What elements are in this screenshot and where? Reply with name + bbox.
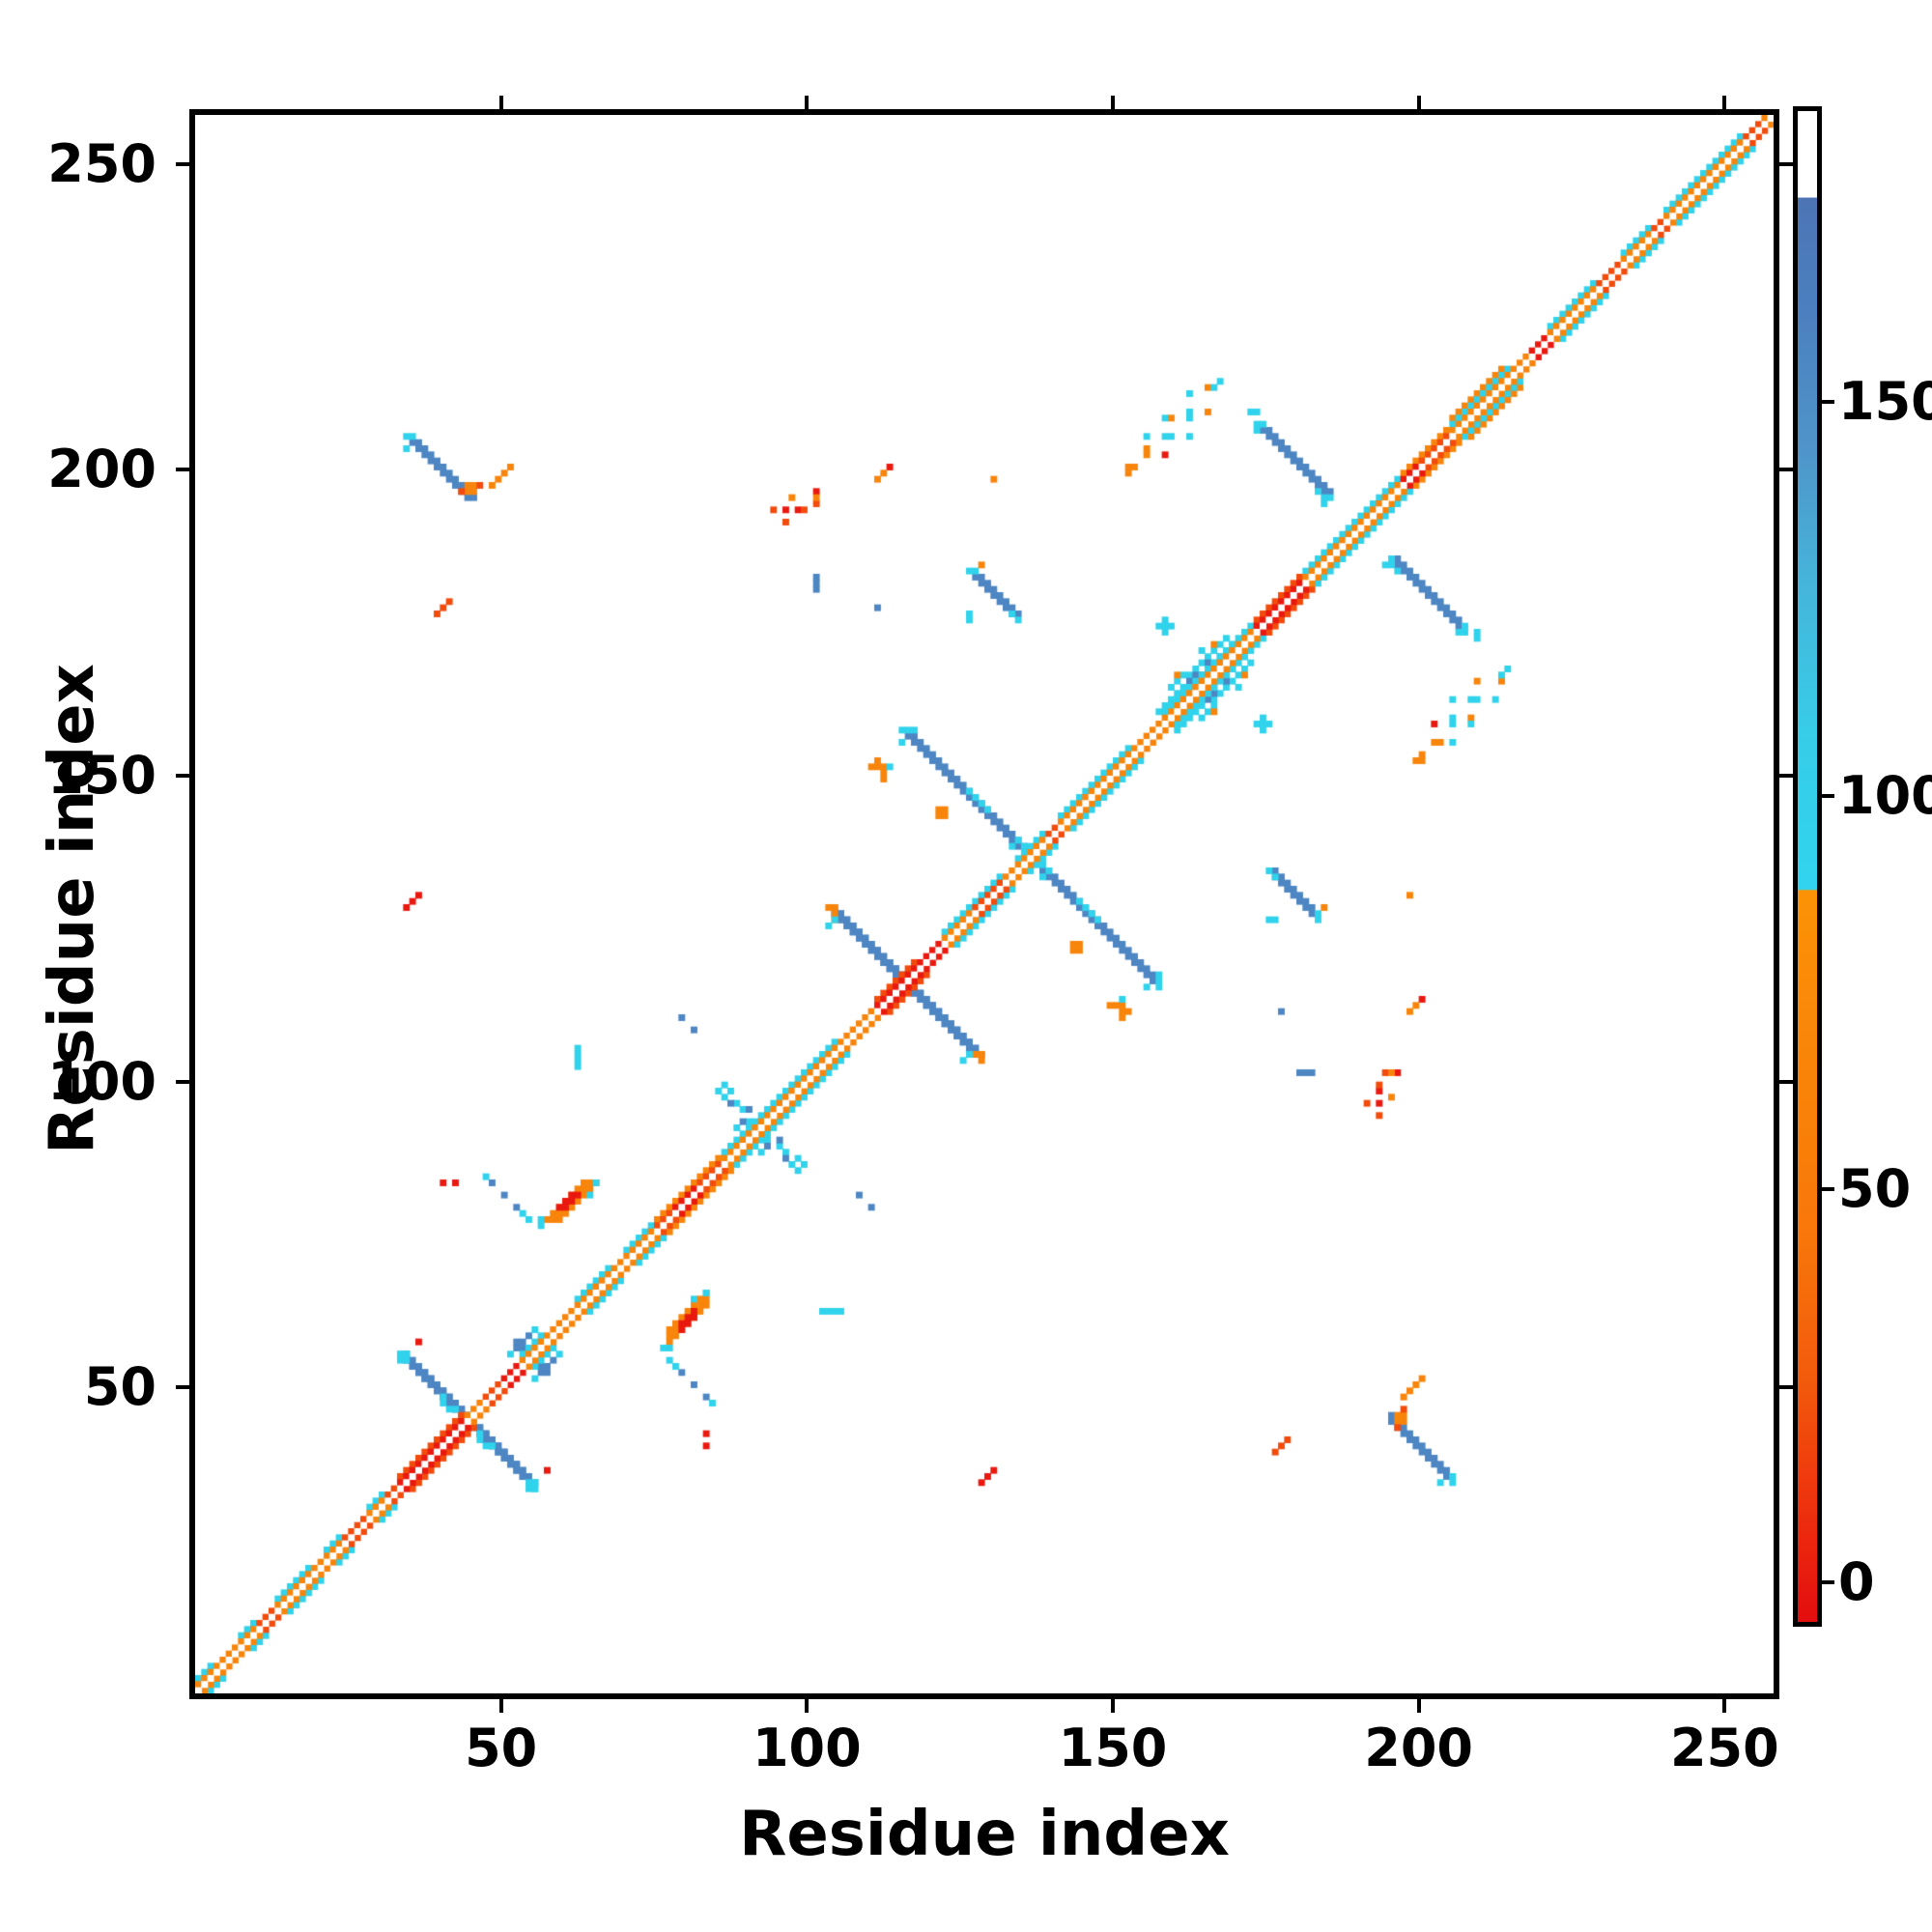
y-tick-left <box>176 1385 189 1390</box>
x-tick-bottom <box>1111 1699 1115 1713</box>
y-tick-right <box>1779 161 1793 166</box>
y-tick-left <box>176 774 189 778</box>
colorbar-tick <box>1822 1186 1834 1191</box>
x-tick-top <box>805 96 810 109</box>
y-tick-left <box>176 161 189 166</box>
y-tick-right <box>1779 468 1793 472</box>
x-tick-bottom <box>498 1699 503 1713</box>
y-tick-right <box>1779 1079 1793 1084</box>
contact-map-canvas <box>195 115 1774 1693</box>
y-tick-label: 150 <box>47 745 156 806</box>
x-tick-bottom <box>805 1699 810 1713</box>
y-tick-label: 250 <box>47 132 156 194</box>
x-tick-label: 200 <box>1364 1718 1474 1778</box>
x-tick-bottom <box>1416 1699 1421 1713</box>
colorbar-tick <box>1822 400 1834 405</box>
colorbar-tick-label: 50 <box>1838 1157 1912 1219</box>
colorbar-tick <box>1822 1580 1834 1585</box>
x-tick-top <box>1416 96 1421 109</box>
y-tick-label: 50 <box>83 1356 156 1418</box>
contact-map-plot-area <box>189 109 1779 1699</box>
x-tick-label: 250 <box>1669 1718 1779 1778</box>
y-tick-label: 100 <box>47 1050 156 1112</box>
x-tick-top <box>1722 96 1727 109</box>
colorbar <box>1793 106 1822 1627</box>
colorbar-tick-label: 150 <box>1838 371 1932 433</box>
x-tick-top <box>1111 96 1115 109</box>
y-tick-label: 200 <box>47 439 156 500</box>
x-tick-bottom <box>1722 1699 1727 1713</box>
colorbar-tick-label: 0 <box>1838 1551 1875 1613</box>
x-tick-label: 50 <box>465 1718 538 1778</box>
y-tick-right <box>1779 1385 1793 1390</box>
y-tick-left <box>176 468 189 472</box>
x-axis-label: Residue index <box>739 1799 1230 1870</box>
x-tick-label: 100 <box>752 1718 862 1778</box>
x-tick-top <box>498 96 503 109</box>
colorbar-tick-label: 100 <box>1838 764 1932 826</box>
x-tick-label: 150 <box>1058 1718 1168 1778</box>
colorbar-tick <box>1822 793 1834 798</box>
y-tick-right <box>1779 774 1793 778</box>
y-axis-label: Residue index <box>37 664 108 1154</box>
y-tick-left <box>176 1079 189 1084</box>
